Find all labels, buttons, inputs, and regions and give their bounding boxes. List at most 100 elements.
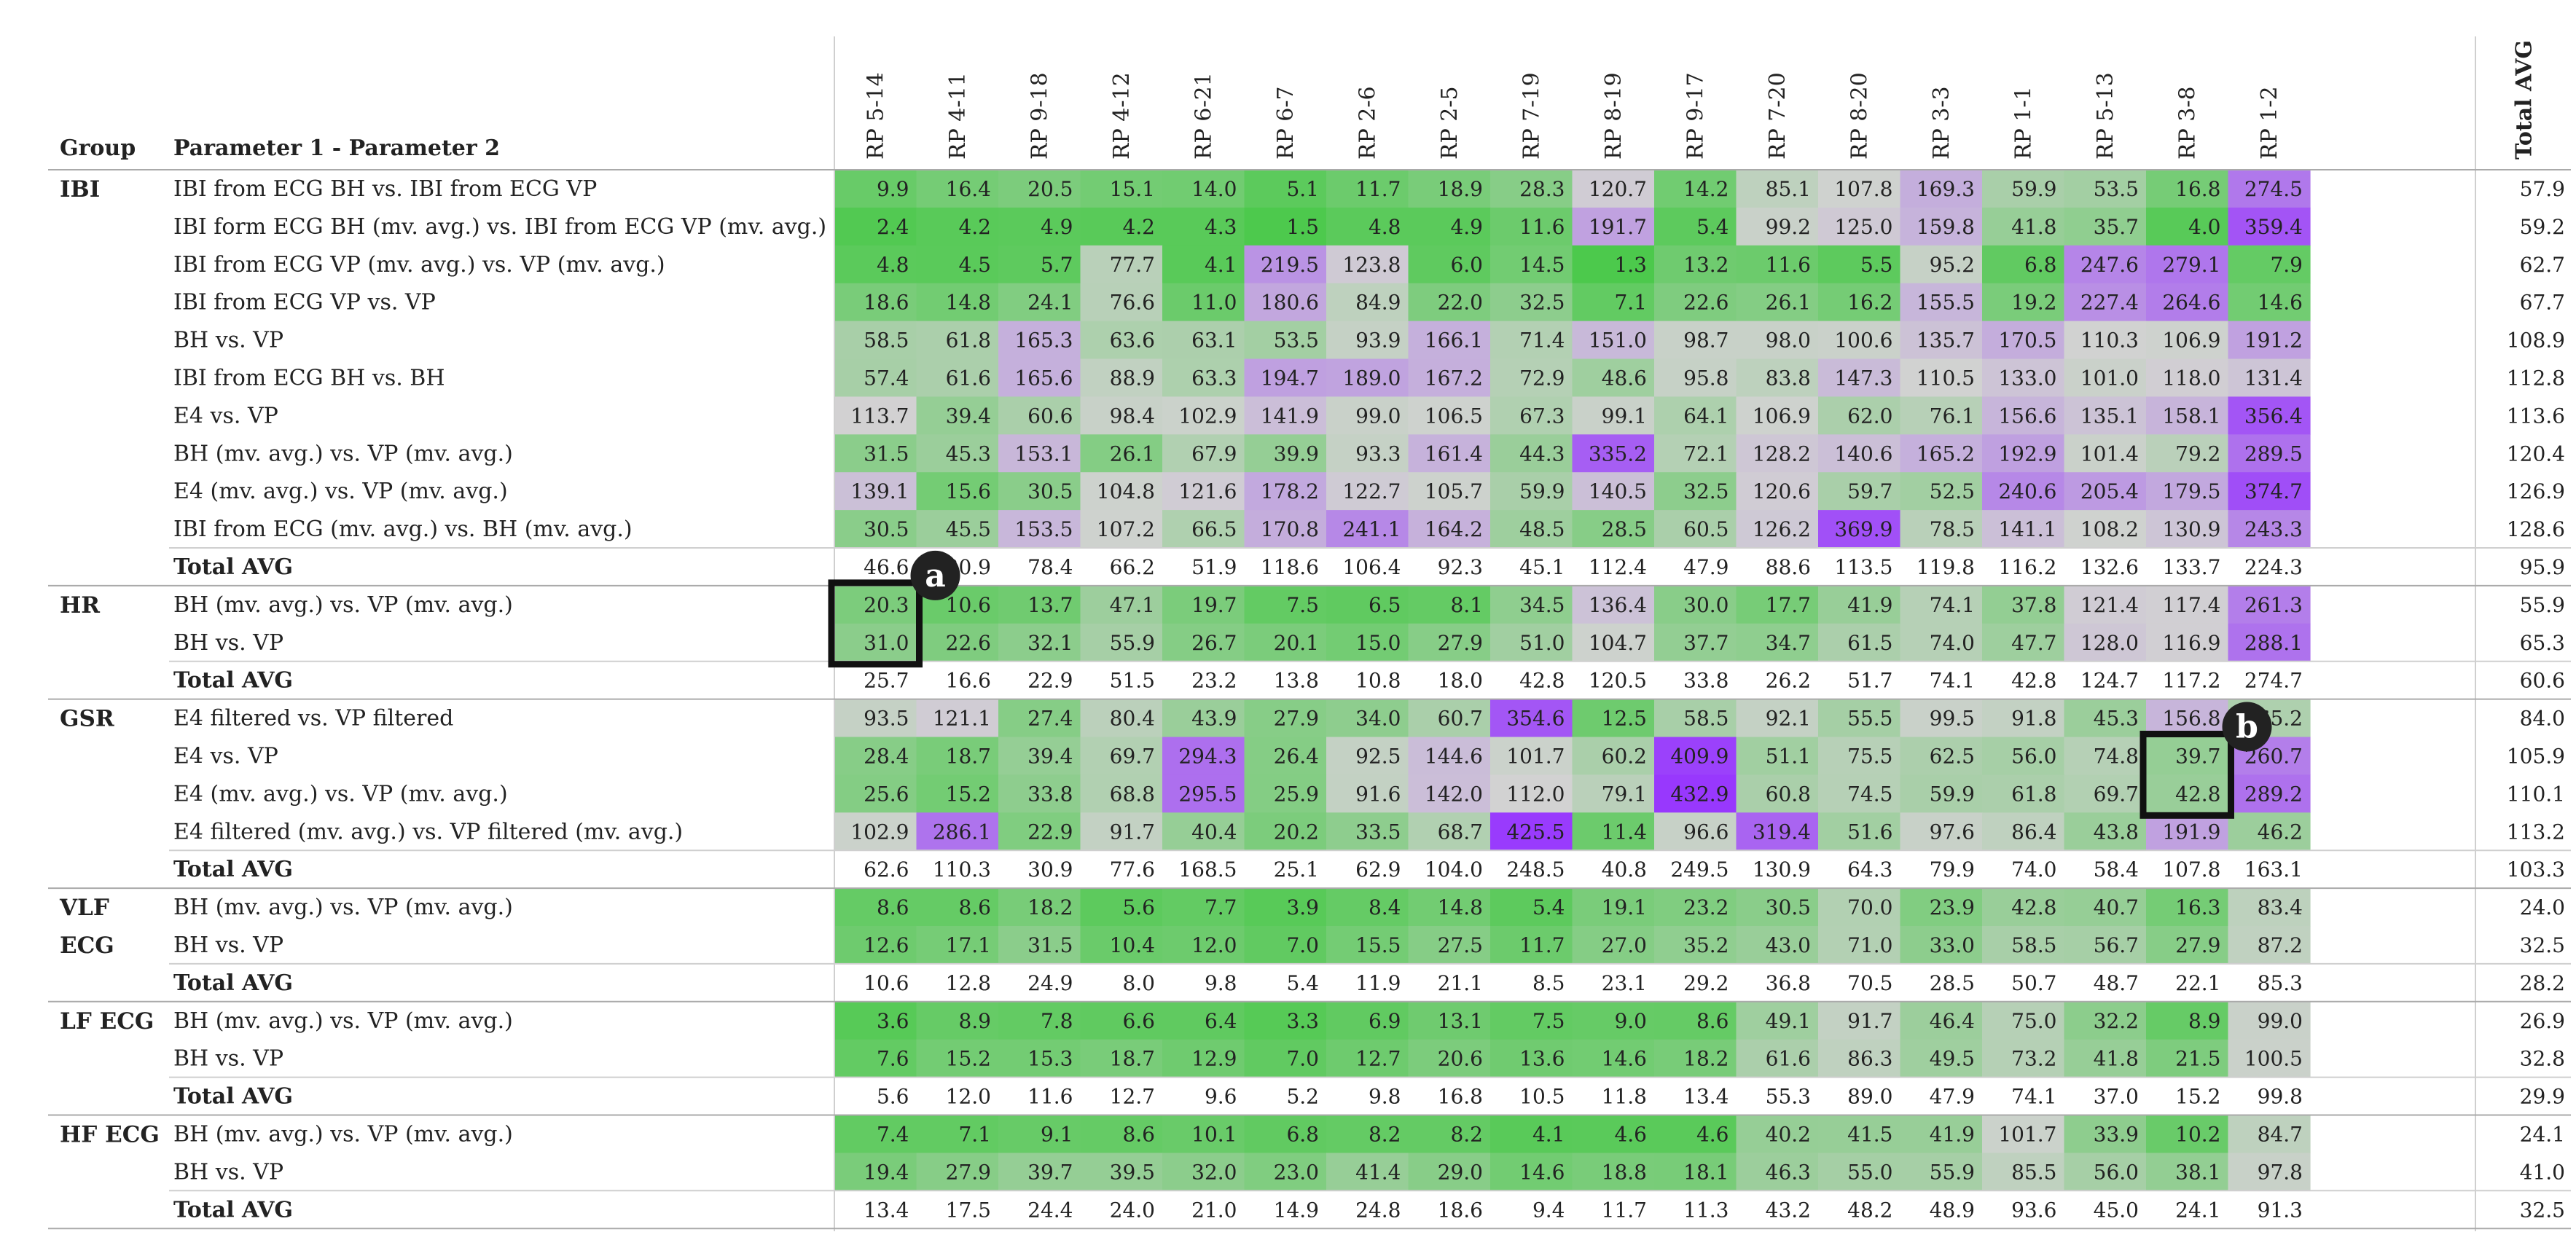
avg-value: 12.8 bbox=[946, 971, 991, 995]
avg-value: 62.9 bbox=[1355, 858, 1401, 882]
cell-value: 32.5 bbox=[1519, 291, 1565, 315]
cell-value: 140.6 bbox=[1834, 442, 1892, 466]
heat-cell bbox=[1572, 283, 1655, 322]
cell-value: 51.0 bbox=[1519, 631, 1565, 655]
heat-cell bbox=[1654, 1039, 1737, 1078]
heat-cell bbox=[1654, 926, 1737, 965]
avg-value: 48.9 bbox=[1930, 1198, 1975, 1222]
heat-cell bbox=[1490, 774, 1573, 813]
heat-cell bbox=[998, 396, 1081, 435]
avg-value: 11.7 bbox=[1602, 1198, 1647, 1222]
heat-cell bbox=[2064, 396, 2147, 435]
heat-cell bbox=[1244, 774, 1327, 813]
heat-cell bbox=[834, 585, 917, 624]
cell-value: 356.4 bbox=[2244, 404, 2303, 428]
cell-value: 49.5 bbox=[1930, 1047, 1975, 1071]
heat-cell bbox=[1572, 812, 1655, 851]
row-total: 112.8 bbox=[2507, 366, 2565, 390]
heat-cell bbox=[1408, 358, 1491, 397]
cell-value: 104.8 bbox=[1097, 479, 1155, 503]
cell-value: 140.5 bbox=[1589, 479, 1647, 503]
heat-cell bbox=[1982, 358, 2065, 397]
heat-cell bbox=[2064, 1153, 2147, 1191]
heat-cell bbox=[1408, 170, 1491, 208]
cell-value: 128.0 bbox=[2080, 631, 2139, 655]
heat-cell bbox=[1326, 812, 1409, 851]
parameter-label: E4 vs. VP bbox=[173, 743, 278, 769]
cell-value: 5.7 bbox=[1041, 253, 1073, 277]
avg-value: 66.2 bbox=[1110, 555, 1155, 579]
cell-value: 93.9 bbox=[1355, 329, 1401, 353]
cell-value: 136.4 bbox=[1589, 593, 1647, 617]
cell-value: 6.4 bbox=[1205, 1009, 1237, 1033]
cell-value: 133.0 bbox=[1998, 366, 2056, 390]
cell-value: 92.5 bbox=[1355, 744, 1401, 768]
heat-cell bbox=[1818, 699, 1901, 738]
cell-value: 13.6 bbox=[1519, 1047, 1565, 1071]
cell-value: 37.8 bbox=[2011, 593, 2056, 617]
column-header: RP 8-19 bbox=[1601, 72, 1626, 160]
avg-value: 5.6 bbox=[877, 1085, 909, 1109]
heat-cell bbox=[916, 321, 999, 360]
avg-value: 77.6 bbox=[1110, 858, 1155, 882]
cell-value: 18.8 bbox=[1602, 1160, 1647, 1184]
heat-cell bbox=[2146, 1039, 2229, 1078]
parameter-label: BH vs. VP bbox=[173, 1159, 283, 1185]
avg-value: 21.0 bbox=[1191, 1198, 1237, 1222]
parameter-label: IBI from ECG BH vs. IBI from ECG VP bbox=[173, 176, 597, 202]
heat-cell bbox=[834, 396, 917, 435]
heat-cell bbox=[2146, 926, 2229, 965]
heat-cell bbox=[1162, 245, 1245, 284]
cell-value: 156.6 bbox=[1998, 404, 2056, 428]
avg-label: Total AVG bbox=[173, 1197, 293, 1223]
heat-cell bbox=[1162, 1001, 1245, 1040]
heat-cell bbox=[2064, 472, 2147, 511]
column-header: RP 6-7 bbox=[1273, 86, 1299, 160]
heat-cell bbox=[998, 623, 1081, 662]
cell-value: 19.7 bbox=[1191, 593, 1237, 617]
avg-value: 64.3 bbox=[1847, 858, 1892, 882]
cell-value: 52.5 bbox=[1930, 479, 1975, 503]
avg-value: 78.4 bbox=[1027, 555, 1073, 579]
cell-value: 169.3 bbox=[1917, 177, 1975, 201]
cell-value: 118.0 bbox=[2162, 366, 2220, 390]
heat-cell bbox=[1408, 888, 1491, 927]
cell-value: 288.1 bbox=[2244, 631, 2303, 655]
cell-value: 19.2 bbox=[2011, 291, 2056, 315]
parameter-label: BH vs. VP bbox=[173, 630, 283, 656]
heat-cell bbox=[2064, 358, 2147, 397]
heat-cell bbox=[1736, 699, 1819, 738]
heat-cell bbox=[834, 358, 917, 397]
heat-cell bbox=[1982, 926, 2065, 965]
heat-cell bbox=[1654, 812, 1737, 851]
cell-value: 27.9 bbox=[1438, 631, 1483, 655]
cell-value: 7.8 bbox=[1041, 1009, 1073, 1033]
cell-value: 227.4 bbox=[2080, 291, 2139, 315]
cell-value: 86.3 bbox=[1847, 1047, 1892, 1071]
cell-value: 13.1 bbox=[1438, 1009, 1483, 1033]
avg-value: 16.6 bbox=[946, 669, 991, 693]
heat-cell bbox=[1408, 245, 1491, 284]
cell-value: 101.4 bbox=[2080, 442, 2139, 466]
heat-cell bbox=[1654, 396, 1737, 435]
cell-value: 14.6 bbox=[2258, 291, 2303, 315]
heat-cell bbox=[2146, 888, 2229, 927]
heat-cell bbox=[998, 245, 1081, 284]
cell-value: 95.2 bbox=[1930, 253, 1975, 277]
avg-value: 43.2 bbox=[1766, 1198, 1811, 1222]
heat-cell bbox=[1654, 434, 1737, 473]
avg-value: 133.7 bbox=[2162, 555, 2220, 579]
cell-value: 170.8 bbox=[1261, 517, 1319, 541]
cell-value: 7.9 bbox=[2270, 253, 2303, 277]
group-label: VLF bbox=[59, 895, 109, 921]
cell-value: 7.1 bbox=[958, 1122, 991, 1146]
cell-value: 164.2 bbox=[1425, 517, 1483, 541]
cell-value: 92.1 bbox=[1766, 707, 1811, 731]
cell-value: 41.8 bbox=[2011, 215, 2056, 239]
cell-value: 93.3 bbox=[1355, 442, 1401, 466]
group-label: HR bbox=[60, 592, 100, 619]
cell-value: 8.6 bbox=[958, 895, 991, 919]
heat-cell bbox=[1736, 434, 1819, 473]
cell-value: 45.3 bbox=[946, 442, 991, 466]
cell-value: 29.0 bbox=[1438, 1160, 1483, 1184]
